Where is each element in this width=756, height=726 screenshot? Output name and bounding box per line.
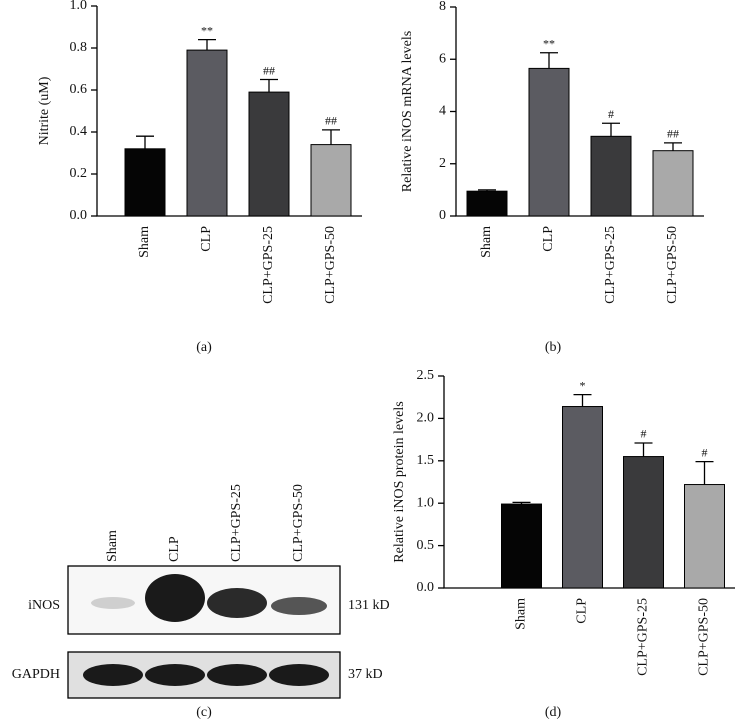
y-tick-label: 2.5 (417, 368, 435, 383)
panel-label: (c) (196, 705, 212, 720)
y-tick-label: 6 (439, 51, 446, 66)
panel-label: (b) (545, 340, 562, 355)
bar (562, 406, 603, 589)
annotation: ## (263, 63, 275, 77)
band (83, 664, 143, 686)
bar (684, 484, 725, 589)
x-tick-label: CLP+GPS-25 (261, 226, 276, 304)
bar (501, 503, 542, 589)
x-tick-label: Sham (137, 226, 152, 258)
lane-label: Sham (105, 530, 120, 562)
y-tick-label: 0.6 (70, 82, 88, 97)
y-axis-label: Nitrite (uM) (37, 76, 52, 145)
annotation: ## (667, 127, 679, 141)
y-tick-label: 8 (439, 0, 446, 14)
x-tick-label: Sham (514, 598, 529, 630)
x-tick-label: CLP+GPS-25 (603, 226, 618, 304)
annotation: # (641, 427, 647, 441)
y-tick-label: 1.5 (417, 453, 435, 468)
panel-label: (d) (545, 705, 562, 720)
x-tick-label: CLP+GPS-50 (665, 226, 680, 304)
annotation: # (608, 107, 614, 121)
y-tick-label: 0 (439, 208, 446, 223)
bar (124, 148, 166, 217)
band (207, 664, 267, 686)
x-tick-label: Sham (479, 226, 494, 258)
bar (466, 190, 508, 217)
size-label: 37 kD (348, 667, 383, 682)
y-tick-label: 1.0 (70, 0, 88, 13)
y-axis-label: Relative iNOS protein levels (392, 401, 407, 562)
y-tick-label: 0.0 (417, 580, 435, 595)
y-tick-label: 0.5 (417, 538, 435, 553)
x-tick-label: CLP (199, 226, 214, 252)
lane-label: CLP+GPS-50 (291, 484, 306, 562)
panel-label: (a) (196, 340, 212, 355)
x-tick-label: CLP+GPS-50 (697, 598, 712, 676)
size-label: 131 kD (348, 598, 390, 613)
y-tick-label: 2.0 (417, 411, 435, 426)
y-tick-label: 2 (439, 156, 446, 171)
band (271, 597, 327, 615)
y-tick-label: 0.2 (70, 166, 88, 181)
annotation: ** (201, 23, 213, 37)
annotation: ** (543, 36, 555, 50)
x-tick-label: CLP+GPS-50 (323, 226, 338, 304)
x-tick-label: CLP (575, 598, 590, 624)
bar (528, 67, 570, 217)
y-tick-label: 0.0 (70, 208, 88, 223)
annotation: * (580, 378, 586, 392)
y-tick-label: 0.4 (70, 124, 88, 139)
bar (623, 456, 664, 589)
annotation: # (702, 445, 708, 459)
band (269, 664, 329, 686)
row-label: iNOS (28, 598, 60, 613)
bar (590, 135, 632, 217)
bar (248, 91, 290, 217)
bar (310, 144, 352, 217)
bar (652, 150, 694, 217)
western-blot: Sham CLP CLP+GPS-25 CLP+GPS-50 iNOS GAPD… (12, 484, 390, 720)
lane-label: CLP (167, 536, 182, 562)
bar (186, 49, 228, 217)
band (145, 664, 205, 686)
annotation: ## (325, 114, 337, 128)
y-tick-label: 1.0 (417, 495, 435, 510)
band (207, 588, 267, 618)
lane-label: CLP+GPS-25 (229, 484, 244, 562)
y-axis-label: Relative iNOS mRNA levels (400, 31, 415, 192)
y-tick-label: 4 (439, 104, 446, 119)
band (91, 597, 135, 609)
y-tick-label: 0.8 (70, 40, 88, 55)
row-label: GAPDH (12, 667, 60, 682)
x-tick-label: CLP (541, 226, 556, 252)
x-tick-label: CLP+GPS-25 (636, 598, 651, 676)
band (145, 574, 205, 622)
